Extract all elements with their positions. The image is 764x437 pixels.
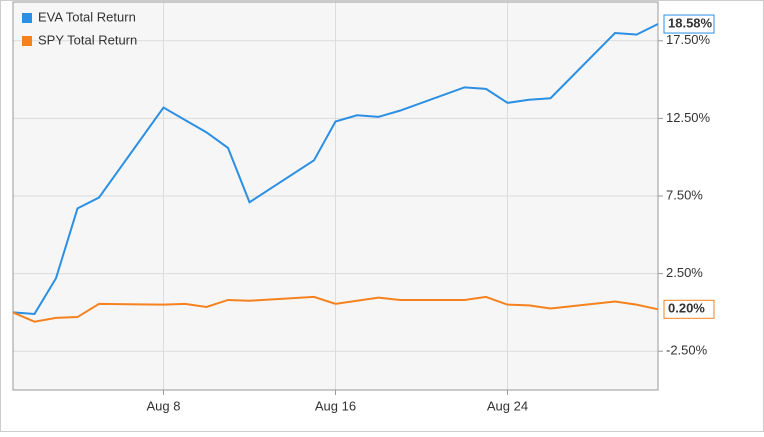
value-label-box (663, 14, 715, 34)
legend-label: EVA Total Return (38, 9, 136, 24)
x-tick-label: Aug 16 (315, 398, 356, 413)
grid (13, 2, 658, 390)
value-label-box (663, 299, 715, 319)
value-label: 18.58% (668, 15, 713, 30)
legend-swatch (22, 13, 32, 23)
x-tick-label: Aug 8 (147, 398, 181, 413)
legend-swatch (22, 36, 32, 46)
y-tick-label: 17.50% (666, 32, 711, 47)
y-tick-label: 2.50% (666, 265, 703, 280)
y-tick-label: 7.50% (666, 187, 703, 202)
y-tick-label: -2.50% (666, 343, 708, 358)
series-line (12, 295, 659, 323)
y-tick-label: 12.50% (666, 110, 711, 125)
value-label: 0.20% (668, 301, 705, 316)
series-line (12, 23, 659, 315)
x-tick-label: Aug 24 (487, 398, 528, 413)
legend-label: SPY Total Return (38, 32, 137, 47)
